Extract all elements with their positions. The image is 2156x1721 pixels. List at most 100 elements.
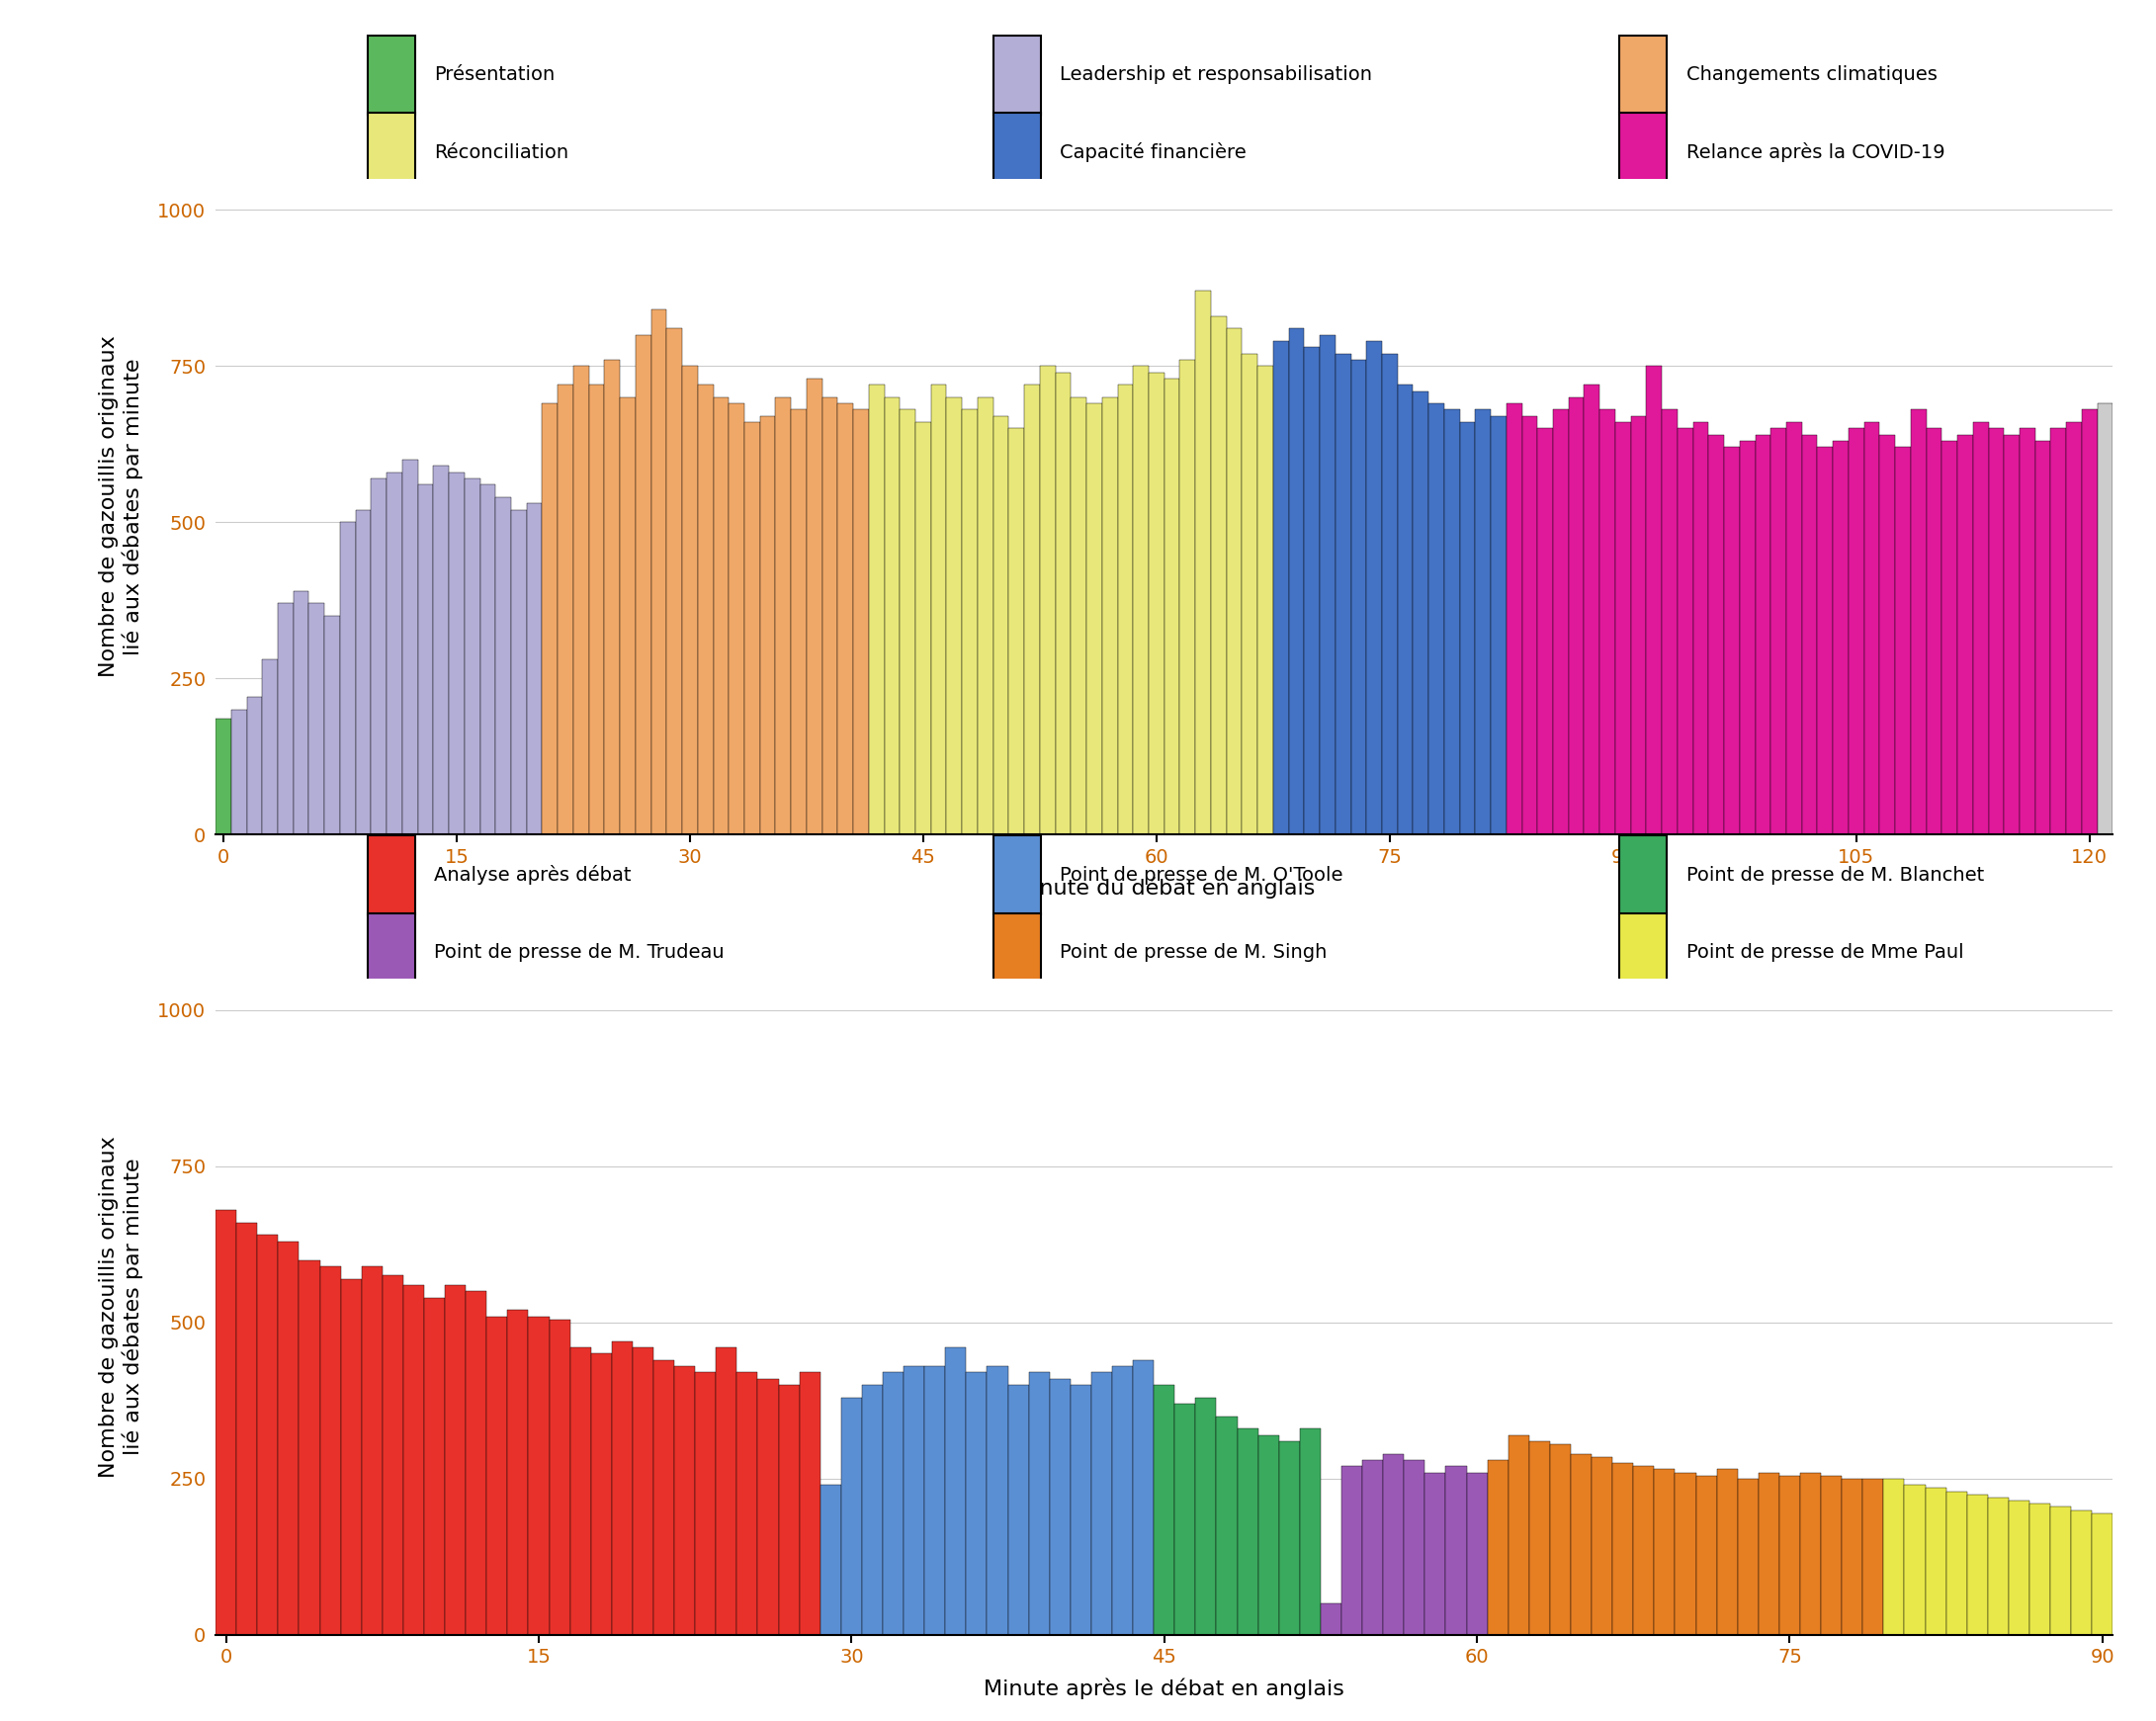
Bar	[1279, 1440, 1300, 1635]
Bar	[2050, 429, 2065, 835]
Bar	[1257, 367, 1272, 835]
Bar	[1988, 1497, 2009, 1635]
Bar	[1072, 398, 1087, 835]
Bar	[1153, 1385, 1175, 1635]
Bar	[977, 398, 994, 835]
Bar	[821, 398, 839, 835]
Bar	[714, 398, 729, 835]
Bar	[903, 1366, 925, 1635]
Bar	[319, 1267, 341, 1635]
Bar	[1572, 1454, 1591, 1635]
Bar	[257, 1236, 278, 1635]
Bar	[1102, 398, 1117, 835]
Bar	[744, 422, 759, 835]
Bar	[699, 386, 714, 835]
Bar	[869, 386, 884, 835]
Bar	[1069, 1385, 1091, 1635]
Bar	[1759, 1473, 1779, 1635]
Bar	[1382, 353, 1397, 835]
Bar	[1662, 410, 1677, 835]
Bar	[2072, 1509, 2091, 1635]
Bar	[278, 1241, 300, 1635]
Bar	[1445, 410, 1460, 835]
Text: Leadership et responsabilisation: Leadership et responsabilisation	[1061, 65, 1371, 84]
Bar	[1802, 435, 1818, 835]
Bar	[1988, 429, 2005, 835]
Bar	[1841, 1478, 1863, 1635]
Bar	[2005, 435, 2020, 835]
Bar	[925, 1366, 944, 1635]
Bar	[1363, 1459, 1384, 1635]
Bar	[444, 1286, 466, 1635]
Bar	[2035, 441, 2050, 835]
X-axis label: Minute après le débat en anglais: Minute après le débat en anglais	[983, 1678, 1345, 1699]
FancyBboxPatch shape	[1619, 835, 1667, 914]
Bar	[2091, 1513, 2113, 1635]
Bar	[1529, 1440, 1550, 1635]
Bar	[1833, 441, 1848, 835]
Text: Capacité financière: Capacité financière	[1061, 143, 1246, 162]
Bar	[323, 616, 341, 835]
Bar	[1490, 416, 1507, 835]
Bar	[1654, 1470, 1675, 1635]
Bar	[1028, 1372, 1050, 1635]
Bar	[882, 1372, 903, 1635]
Bar	[931, 386, 946, 835]
Bar	[1117, 386, 1134, 835]
Bar	[1552, 410, 1570, 835]
FancyBboxPatch shape	[1619, 114, 1667, 193]
Bar	[987, 1366, 1007, 1635]
Bar	[621, 398, 636, 835]
Bar	[1397, 386, 1412, 835]
Bar	[1300, 1428, 1322, 1635]
FancyBboxPatch shape	[1619, 914, 1667, 993]
Bar	[944, 1348, 966, 1635]
Bar	[778, 1385, 800, 1635]
Bar	[819, 1485, 841, 1635]
Bar	[418, 485, 433, 835]
Bar	[1319, 334, 1335, 835]
Bar	[791, 410, 806, 835]
Bar	[636, 334, 651, 835]
Bar	[1647, 367, 1662, 835]
Bar	[632, 1348, 653, 1635]
Bar	[341, 1279, 362, 1635]
Bar	[1904, 1485, 1925, 1635]
Bar	[1910, 410, 1925, 835]
Bar	[737, 1372, 757, 1635]
Bar	[1056, 372, 1072, 835]
Bar	[237, 1222, 257, 1635]
Bar	[507, 1310, 528, 1635]
Bar	[2050, 1508, 2072, 1635]
Text: Changements climatiques: Changements climatiques	[1686, 65, 1936, 84]
Text: Point de presse de M. Trudeau: Point de presse de M. Trudeau	[433, 943, 724, 962]
Bar	[1822, 1475, 1841, 1635]
Bar	[1289, 329, 1304, 835]
Bar	[569, 1348, 591, 1635]
Bar	[729, 403, 744, 835]
Bar	[231, 709, 246, 835]
Bar	[1755, 435, 1770, 835]
Bar	[1770, 429, 1787, 835]
Bar	[1634, 1466, 1654, 1635]
Bar	[1149, 372, 1164, 835]
Bar	[666, 329, 681, 835]
Bar	[433, 466, 448, 835]
Bar	[694, 1372, 716, 1635]
Bar	[966, 1372, 987, 1635]
Bar	[246, 697, 263, 835]
Bar	[1212, 317, 1227, 835]
Bar	[1164, 379, 1179, 835]
Bar	[1738, 1478, 1759, 1635]
Bar	[1675, 1473, 1697, 1635]
Bar	[759, 416, 776, 835]
Bar	[1697, 1475, 1716, 1635]
Text: Point de presse de M. O'Toole: Point de presse de M. O'Toole	[1061, 866, 1343, 885]
Bar	[1384, 1454, 1404, 1635]
Bar	[1412, 391, 1429, 835]
Bar	[1341, 1466, 1363, 1635]
Bar	[862, 1385, 882, 1635]
Bar	[1134, 367, 1149, 835]
Bar	[1818, 447, 1833, 835]
Bar	[1966, 1494, 1988, 1635]
